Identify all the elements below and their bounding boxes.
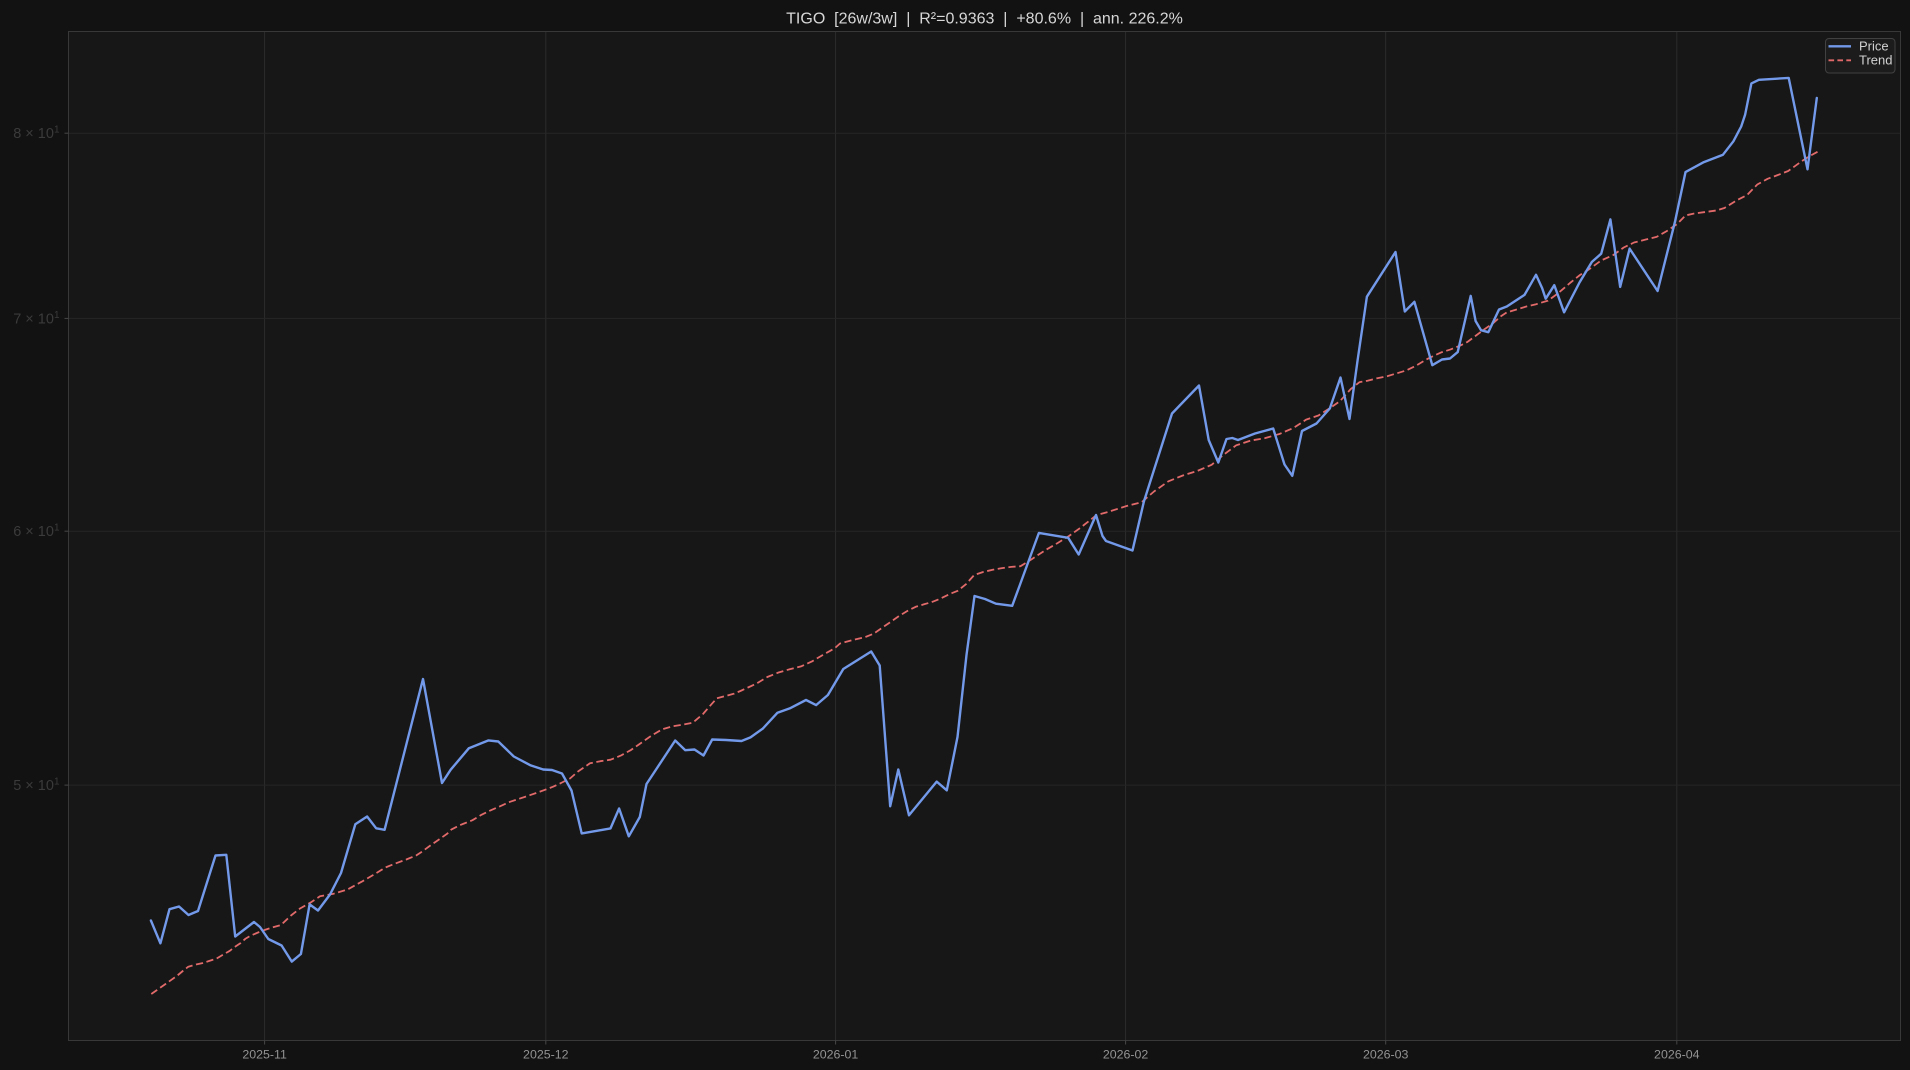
svg-text:2025-11: 2025-11 bbox=[242, 1048, 287, 1062]
svg-text:Price: Price bbox=[1859, 38, 1889, 53]
svg-text:2026-03: 2026-03 bbox=[1363, 1048, 1409, 1062]
svg-text:5 × 101: 5 × 101 bbox=[13, 777, 60, 795]
svg-text:2025-12: 2025-12 bbox=[523, 1048, 569, 1062]
svg-text:Trend: Trend bbox=[1859, 53, 1892, 68]
svg-text:2026-02: 2026-02 bbox=[1103, 1048, 1149, 1062]
svg-text:TIGO [26w/3w] | R²=0.9363: TIGO [26w/3w] | R²=0.9363 | +80.6% | ann… bbox=[786, 11, 1183, 28]
svg-text:2026-01: 2026-01 bbox=[813, 1048, 859, 1062]
svg-text:2026-04: 2026-04 bbox=[1654, 1048, 1700, 1062]
svg-text:8 × 101: 8 × 101 bbox=[13, 125, 60, 143]
svg-text:6 × 101: 6 × 101 bbox=[13, 523, 60, 541]
svg-text:7 × 101: 7 × 101 bbox=[13, 310, 60, 328]
